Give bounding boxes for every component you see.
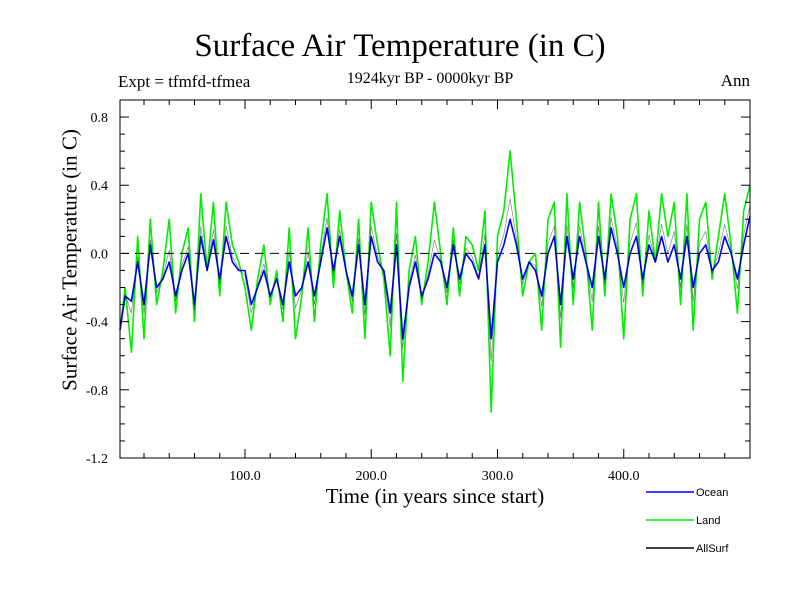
y-tick-label: -0.8 [86, 384, 108, 399]
ticks-layer: 0.8 0.4 0.0 -0.4 -0.8 -1.2 100.0 200.0 300.0 400.… [86, 99, 750, 484]
season-label: Ann [720, 71, 750, 90]
x-tick-label: 400.0 [608, 469, 640, 484]
legend-label-ocean: Ocean [696, 487, 728, 499]
series-line-allsurf [119, 198, 751, 362]
period-label: 1924kyr BP - 0000kyr BP [346, 70, 514, 87]
chart-title: Surface Air Temperature (in C) [194, 28, 606, 64]
series-layer [119, 150, 751, 413]
plot-frame [119, 99, 751, 459]
experiment-label: Expt = tfmfd-tfmea [118, 72, 251, 91]
legend-label-land: Land [696, 515, 720, 527]
y-tick-label: 0.4 [91, 179, 109, 194]
x-tick-label: 200.0 [355, 469, 387, 484]
series-line-land [119, 150, 751, 413]
y-tick-label: -0.4 [86, 316, 108, 331]
y-tick-label: -1.2 [86, 452, 108, 467]
x-tick-label: 100.0 [229, 469, 261, 484]
series-line-ocean [119, 215, 751, 340]
x-tick-label: 300.0 [482, 469, 514, 484]
legend-label-allsurf: AllSurf [696, 543, 729, 555]
legend: Ocean Land AllSurf [646, 487, 729, 555]
y-tick-label: 0.0 [91, 247, 109, 262]
x-axis-label: Time (in years since start) [325, 484, 545, 508]
y-tick-label: 0.8 [91, 111, 109, 126]
